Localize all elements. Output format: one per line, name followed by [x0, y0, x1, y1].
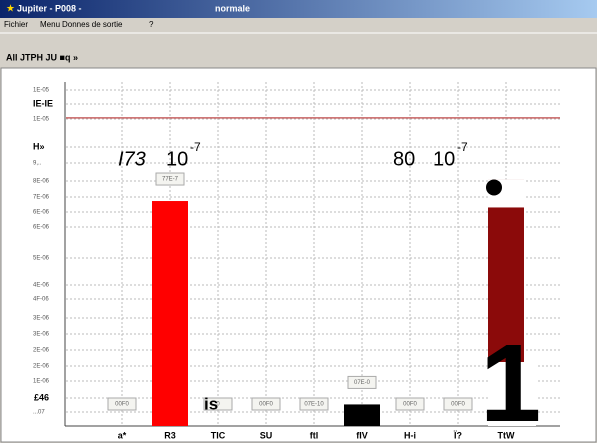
y-tick-label: 1E-05 [33, 117, 50, 123]
bar-label-box [251, 397, 281, 411]
bar-label: 07E-10 [304, 402, 324, 408]
menu-item[interactable]: Fichier [4, 20, 28, 29]
bar-label: 00F0 [403, 402, 417, 408]
y-tick-label: 5E-06 [33, 256, 50, 262]
y-tick-label: 3E-06 [33, 332, 50, 338]
y-tick-label: 8E-06 [33, 179, 50, 185]
x-tick-label: fIV [356, 430, 368, 440]
y-tick-label: 1E-06 [33, 379, 50, 385]
annotation-exp: -7 [457, 140, 468, 154]
bar-label: 00F0 [115, 402, 129, 408]
bar-label-box [443, 397, 473, 411]
x-tick-label: TIC [211, 430, 226, 440]
bar-label: 07E-0 [354, 380, 371, 386]
y-tick-label: ...07 [33, 410, 45, 416]
annotation-exp: -7 [190, 140, 201, 154]
y-tick-label: H» [33, 141, 45, 151]
y-tick-label: 6E-06 [33, 210, 50, 216]
menu-item[interactable]: ? [149, 20, 154, 29]
x-tick-label: SU [260, 430, 273, 440]
overlay-text: is [204, 394, 218, 413]
y-tick-label: 1E-05 [33, 88, 50, 94]
x-tick-label: Ï? [453, 430, 462, 440]
bar-label-box [395, 397, 425, 411]
y-tick-label: 7E-06 [33, 195, 50, 201]
menu-item[interactable]: Donnes de sortie [62, 20, 123, 29]
annotation-value: 80 [393, 148, 415, 170]
x-tick-label: H-i [404, 430, 416, 440]
window-title: Jupiter - P008 - [17, 3, 82, 13]
annotation-unit: 10 [166, 148, 188, 170]
menu-item[interactable]: Menu [40, 20, 60, 29]
y-tick-label: 2E-06 [33, 348, 50, 354]
x-tick-label: TtW [498, 430, 515, 440]
bar-label: 00F0 [259, 402, 273, 408]
overlay-numeral: 1 [480, 322, 541, 443]
bar [344, 404, 380, 426]
app-icon: ★ [6, 4, 15, 15]
bar [152, 201, 188, 426]
y-tick-label: 2E-06 [33, 364, 50, 370]
bar-label-box [347, 375, 377, 389]
y-tick-label: 9,.. [33, 161, 42, 167]
bar-label-box [155, 172, 185, 186]
y-tick-label: £46 [34, 392, 49, 402]
x-tick-label: a* [118, 430, 127, 440]
y-tick-label: 4F-06 [33, 297, 49, 303]
bar-label-box [107, 397, 137, 411]
y-tick-label: 4E-06 [33, 283, 50, 289]
overlay-mask [488, 362, 536, 426]
bar-label-box [299, 397, 329, 411]
title-bar [0, 0, 597, 18]
x-tick-label: ftl [310, 430, 319, 440]
bar-label-box [203, 397, 233, 411]
plot: 1E-05 IE-IE 1E-05 H» 9,.. 8E-06 7E-06 6E-06 6E-0… [33, 82, 560, 443]
bar-label: 77E-7 [162, 177, 179, 183]
window-title-tail: normale [215, 3, 250, 13]
y-tick-label: 3E-06 [33, 316, 50, 322]
toolbar[interactable]: All JTPH JU ■q » [6, 52, 78, 62]
y-tick-label: 6E-06 [33, 225, 50, 231]
x-tick-label: R3 [164, 430, 176, 440]
annotation-value: I73 [118, 148, 146, 170]
bar-label: 00F0 [451, 402, 465, 408]
y-tick-label: IE-IE [33, 98, 53, 108]
bar-label: 0 [216, 402, 220, 408]
annotation-unit: 10 [433, 148, 455, 170]
marker-dot [486, 179, 502, 196]
